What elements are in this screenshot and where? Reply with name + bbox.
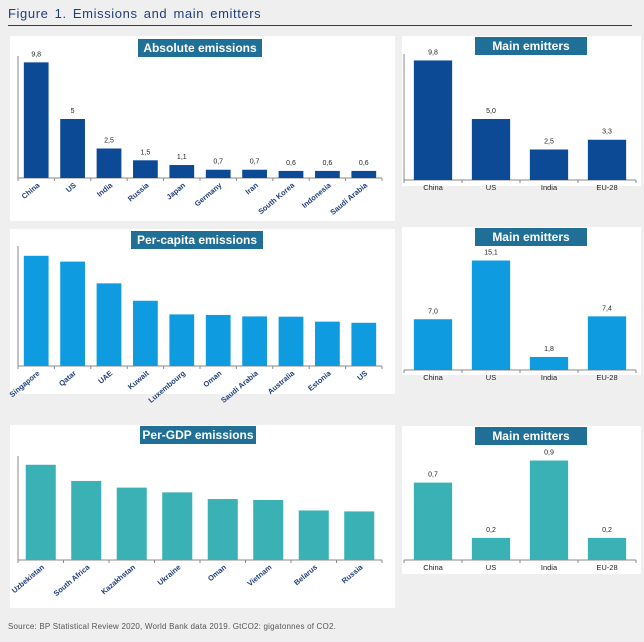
main-pergdp-bar-us bbox=[471, 537, 511, 560]
main-percapita-bar-india bbox=[529, 356, 569, 370]
absolute-bar-germany bbox=[205, 169, 231, 178]
absolute-bar-south-korea bbox=[278, 170, 304, 178]
pergdp-bar-uzbekistan bbox=[25, 464, 56, 560]
absolute-value-label: 0,7 bbox=[213, 159, 223, 166]
percapita-bar-estonia bbox=[315, 321, 340, 366]
percapita-bar-luxembourg bbox=[169, 314, 195, 366]
main-percapita-value-label: 15,1 bbox=[484, 250, 498, 257]
main-absolute-title-box bbox=[475, 37, 587, 55]
absolute-value-label: 0,6 bbox=[323, 160, 333, 167]
absolute-value-label: 2,5 bbox=[104, 138, 114, 145]
main-percapita-category-label: India bbox=[541, 373, 558, 382]
absolute-title: Absolute emissions bbox=[143, 41, 257, 55]
main-pergdp-value-label: 0,9 bbox=[544, 450, 554, 457]
pergdp-title-box bbox=[140, 426, 256, 444]
absolute-bar-indonesia bbox=[315, 170, 340, 178]
percapita-bar-oman bbox=[205, 314, 231, 366]
main-pergdp-value-label: 0,2 bbox=[486, 527, 496, 534]
absolute-bar-china bbox=[23, 62, 49, 178]
absolute-value-label: 0,7 bbox=[250, 159, 260, 166]
absolute-value-label: 1,1 bbox=[177, 154, 187, 161]
main-absolute-title: Main emitters bbox=[492, 39, 570, 53]
main-pergdp-title: Main emitters bbox=[492, 429, 570, 443]
main-absolute-category-label: India bbox=[541, 183, 558, 192]
main-absolute-category-label: EU-28 bbox=[596, 183, 617, 192]
main-absolute-value-label: 5,0 bbox=[486, 108, 496, 115]
figure-title: Figure 1. Emissions and main emitters bbox=[8, 6, 262, 21]
main-absolute-bar-china bbox=[413, 60, 453, 180]
main-absolute-value-label: 3,3 bbox=[602, 129, 612, 136]
percapita-title: Per-capita emissions bbox=[137, 233, 257, 247]
pergdp-title: Per-GDP emissions bbox=[142, 428, 253, 442]
percapita-bar-australia bbox=[278, 316, 304, 366]
main-pergdp-bar-india bbox=[529, 460, 569, 560]
pergdp-bar-belarus bbox=[298, 510, 329, 560]
main-pergdp-category-label: US bbox=[486, 563, 496, 572]
percapita-title-box bbox=[131, 231, 263, 249]
main-absolute-value-label: 9,8 bbox=[428, 49, 438, 56]
main-percapita-title-box bbox=[475, 228, 587, 246]
absolute-bar-us bbox=[60, 119, 85, 178]
main-pergdp-bar-china bbox=[413, 482, 453, 560]
percapita-bar-uae bbox=[96, 283, 122, 366]
main-percapita-bar-eu-28 bbox=[587, 316, 627, 370]
absolute-bar-iran bbox=[242, 169, 267, 178]
main-percapita-category-label: China bbox=[423, 373, 443, 382]
main-absolute-category-label: China bbox=[423, 183, 443, 192]
absolute-bar-saudi-arabia bbox=[351, 170, 377, 178]
main-pergdp-value-label: 0,7 bbox=[428, 472, 438, 479]
pergdp-bar-vietnam bbox=[253, 500, 284, 560]
pergdp-bar-ukraine bbox=[162, 492, 193, 560]
main-absolute-value-label: 2,5 bbox=[544, 139, 554, 146]
absolute-bar-india bbox=[96, 148, 122, 178]
pergdp-bar-south-africa bbox=[71, 480, 102, 560]
main-absolute-bar-india bbox=[529, 149, 569, 180]
main-absolute-bar-us bbox=[471, 119, 511, 180]
main-percapita-value-label: 7,0 bbox=[428, 308, 438, 315]
main-percapita-bar-us bbox=[471, 260, 511, 370]
absolute-bar-japan bbox=[169, 165, 195, 178]
percapita-bar-kuwait bbox=[133, 300, 158, 366]
absolute-title-box bbox=[138, 39, 262, 57]
main-percapita-bar-china bbox=[413, 319, 453, 370]
main-percapita-title: Main emitters bbox=[492, 230, 570, 244]
main-percapita-category-label: US bbox=[486, 373, 496, 382]
percapita-bar-us bbox=[351, 322, 377, 366]
main-pergdp-category-label: EU-28 bbox=[596, 563, 617, 572]
main-pergdp-category-label: China bbox=[423, 563, 443, 572]
absolute-value-label: 0,6 bbox=[359, 160, 369, 167]
absolute-value-label: 0,6 bbox=[286, 160, 296, 167]
main-pergdp-bar-eu-28 bbox=[587, 537, 627, 560]
pergdp-bar-kazakhstan bbox=[116, 487, 147, 560]
title-rule bbox=[8, 25, 632, 26]
pergdp-bar-russia bbox=[344, 511, 375, 560]
source-note: Source: BP Statistical Review 2020, Worl… bbox=[8, 622, 337, 631]
absolute-value-label: 1,5 bbox=[141, 149, 151, 156]
main-absolute-bar-eu-28 bbox=[587, 139, 627, 180]
main-pergdp-value-label: 0,2 bbox=[602, 527, 612, 534]
absolute-value-label: 5 bbox=[71, 108, 75, 115]
percapita-bar-saudi-arabia bbox=[242, 316, 267, 366]
percapita-bar-singapore bbox=[23, 255, 49, 366]
main-pergdp-title-box bbox=[475, 427, 587, 445]
absolute-value-label: 9,8 bbox=[31, 51, 41, 58]
main-percapita-value-label: 7,4 bbox=[602, 305, 612, 312]
pergdp-bar-oman bbox=[207, 499, 238, 560]
main-percapita-category-label: EU-28 bbox=[596, 373, 617, 382]
main-percapita-value-label: 1,8 bbox=[544, 346, 554, 353]
main-absolute-category-label: US bbox=[486, 183, 496, 192]
absolute-bar-russia bbox=[133, 160, 158, 178]
percapita-bar-qatar bbox=[60, 261, 85, 366]
main-pergdp-category-label: India bbox=[541, 563, 558, 572]
